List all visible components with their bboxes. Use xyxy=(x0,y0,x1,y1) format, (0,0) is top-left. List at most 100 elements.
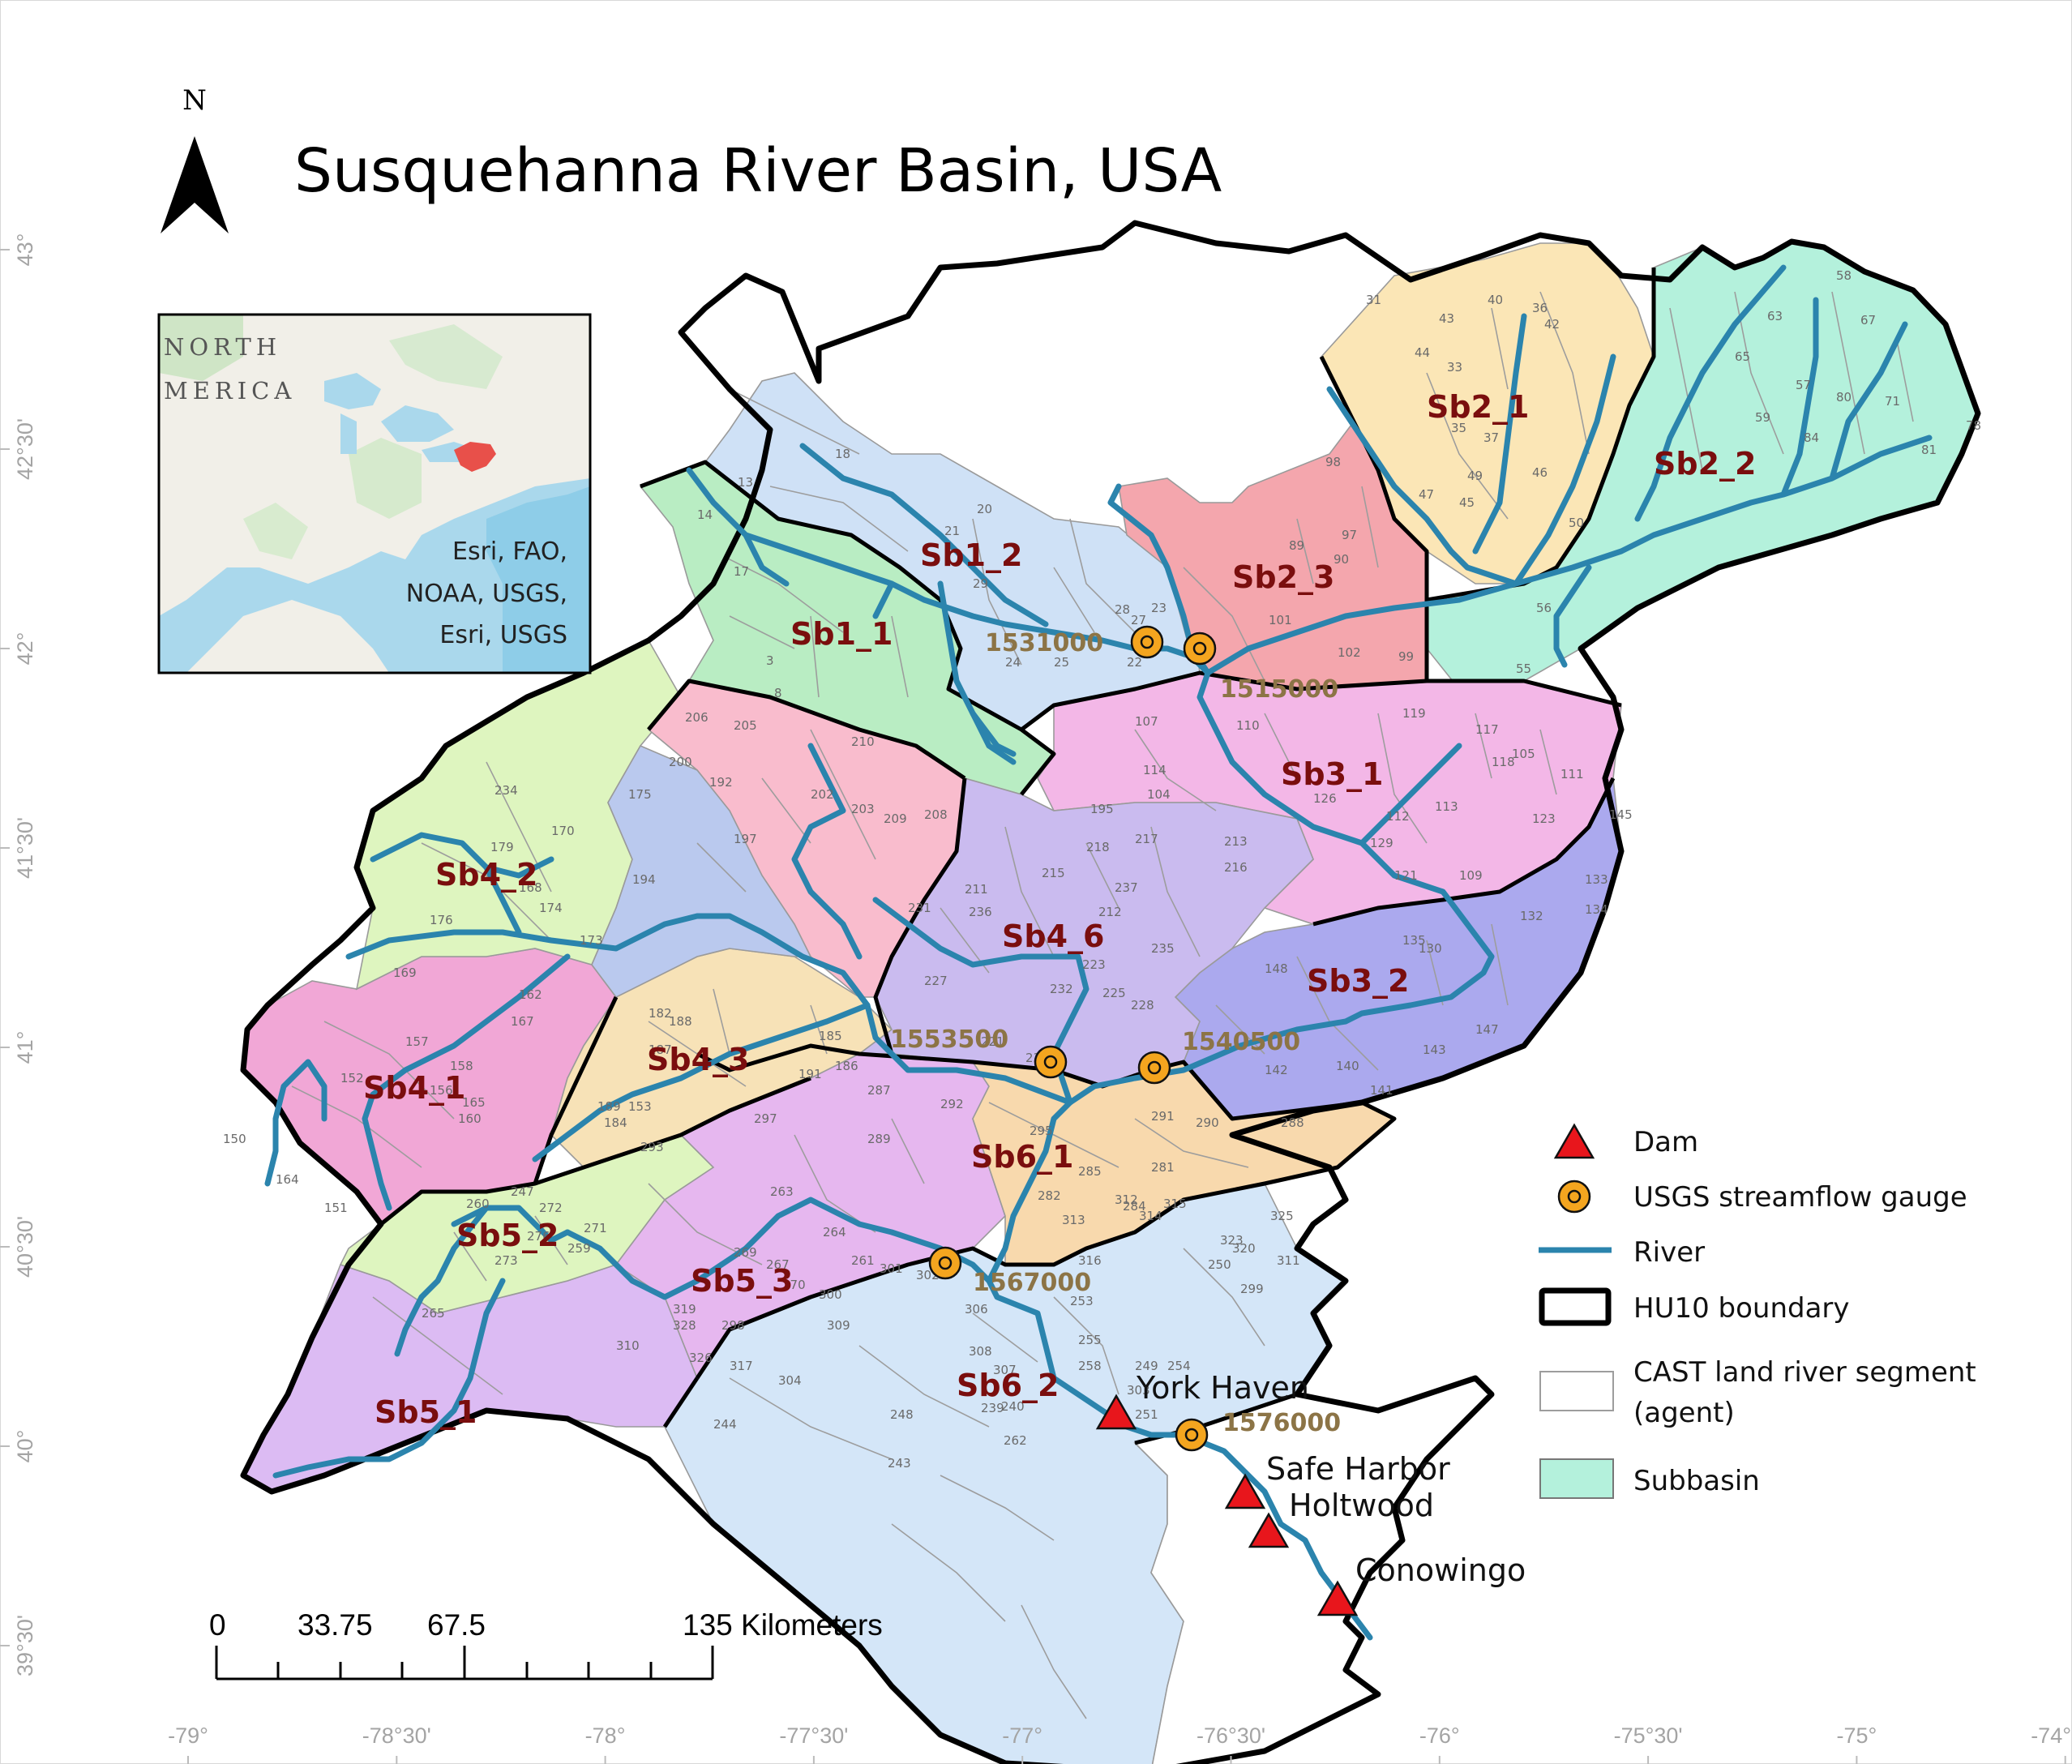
latitude-tick-label: 41°30' xyxy=(13,817,37,879)
gauge-1567000[interactable]: 1567000 xyxy=(928,1246,1091,1297)
segment-number: 21 xyxy=(944,524,960,538)
segment-number: 293 xyxy=(640,1140,664,1154)
dam-conowingo[interactable]: Conowingo xyxy=(1316,1552,1526,1616)
inset-continent-line1: NORTH xyxy=(164,333,281,361)
segment-number: 165 xyxy=(462,1095,486,1110)
segment-number: 297 xyxy=(754,1111,777,1126)
gauge-1576000[interactable]: 1576000 xyxy=(1175,1409,1341,1452)
segment-number: 111 xyxy=(1560,767,1584,781)
hu10-inner-boundaries xyxy=(379,268,1656,1445)
legend-item-cast: CAST land river segment (agent) xyxy=(1539,1356,1976,1429)
segment-number: 310 xyxy=(616,1338,640,1353)
river-sb1-2-branch xyxy=(799,443,1049,765)
segment-number: 173 xyxy=(580,933,603,948)
segment-number: 151 xyxy=(324,1201,348,1215)
map-title: Susquehanna River Basin, USA xyxy=(294,136,1222,206)
segment-number: 23 xyxy=(1151,601,1167,615)
segment-number: 225 xyxy=(1102,986,1126,1000)
segment-number: 304 xyxy=(778,1373,802,1388)
segment-number: 210 xyxy=(851,734,875,749)
segment-number: 309 xyxy=(827,1318,850,1333)
segment-number: 44 xyxy=(1415,345,1430,360)
segment-number: 315 xyxy=(1163,1197,1187,1211)
subbasin-label: Sb1_1 xyxy=(790,616,893,652)
legend-label: River xyxy=(1633,1236,1705,1269)
segment-number: 288 xyxy=(1281,1115,1304,1130)
segment-number: 57 xyxy=(1796,378,1811,392)
north-arrow-icon: N xyxy=(161,84,229,233)
legend-label: USGS streamflow gauge xyxy=(1633,1181,1967,1214)
river-sb5-2-branch xyxy=(394,1205,571,1357)
segment-number: 105 xyxy=(1512,747,1535,761)
segment-number: 31 xyxy=(1366,293,1381,307)
segment-number: 234 xyxy=(494,783,518,798)
legend-item-river: River xyxy=(1539,1236,1705,1269)
dam-york-haven[interactable]: York Haven xyxy=(1095,1370,1309,1430)
segment-number: 200 xyxy=(669,755,692,769)
segment-number: 28 xyxy=(1115,602,1130,617)
dam-safe-harbor[interactable]: Safe Harbor xyxy=(1224,1451,1450,1509)
cast-segments xyxy=(291,291,1914,1719)
segment-number: 123 xyxy=(1532,811,1556,826)
segment-number: 153 xyxy=(628,1099,652,1114)
gauge-1540500[interactable]: 1540500 xyxy=(1137,1028,1300,1085)
segment-number: 158 xyxy=(450,1059,473,1073)
segment-number: 300 xyxy=(819,1287,842,1302)
segment-number: 206 xyxy=(685,710,709,725)
segment-number: 63 xyxy=(1767,309,1783,323)
segment-number: 29 xyxy=(973,576,988,591)
segment-number: 164 xyxy=(276,1172,299,1187)
gauge-1531000[interactable]: 1531000 xyxy=(985,625,1164,659)
inset-basin-highlight xyxy=(454,442,496,472)
segment-number: 25 xyxy=(1054,655,1069,670)
segment-number: 320 xyxy=(1232,1241,1256,1256)
subbasin-label: Sb4_6 xyxy=(1002,918,1104,954)
segment-number: 36 xyxy=(1532,301,1548,315)
river-sb4-1-branch xyxy=(264,953,571,1211)
segment-number: 185 xyxy=(819,1029,842,1043)
segment-number: 20 xyxy=(977,502,992,516)
gauge-1515000[interactable]: 1515000 xyxy=(1183,632,1338,704)
segment-number: 269 xyxy=(734,1245,757,1260)
gauge-label: 1553500 xyxy=(890,1025,1008,1054)
segment-number: 50 xyxy=(1569,516,1584,530)
subbasin-label: Sb5_1 xyxy=(375,1394,477,1430)
segment-number: 282 xyxy=(1038,1188,1061,1203)
segment-number: 211 xyxy=(965,882,988,897)
segment-number: 281 xyxy=(1151,1160,1175,1175)
scale-label: 67.5 xyxy=(427,1608,486,1642)
subbasin-label: Sb1_2 xyxy=(920,537,1022,573)
river-main-stem xyxy=(986,670,1495,1641)
segment-number: 249 xyxy=(1135,1359,1158,1373)
gauge-1553500[interactable]: 1553500 xyxy=(890,1025,1068,1079)
segment-number: 80 xyxy=(1836,390,1852,405)
river-sb4-west-branch xyxy=(345,743,1073,1106)
segment-number: 71 xyxy=(1885,394,1900,409)
segment-number: 133 xyxy=(1585,872,1608,887)
segment-number: 42 xyxy=(1544,317,1560,332)
segment-number: 227 xyxy=(924,974,948,988)
segment-number: 56 xyxy=(1536,601,1552,615)
longitude-tick-label: -76°30' xyxy=(1197,1723,1265,1748)
inset-continent-line2: MERICA xyxy=(164,377,296,405)
segment-number: 272 xyxy=(539,1201,563,1215)
segment-number: 313 xyxy=(1062,1213,1085,1227)
segment-number: 221 xyxy=(981,1034,1004,1049)
segment-number: 142 xyxy=(1265,1063,1288,1077)
segment-number: 287 xyxy=(867,1083,891,1098)
segment-number: 194 xyxy=(632,872,656,887)
dam-markers: York Haven Safe Harbor Holtwood Conowing… xyxy=(1095,1370,1526,1616)
segment-number: 45 xyxy=(1459,495,1475,510)
segment-number: 160 xyxy=(458,1111,482,1126)
segment-number: 212 xyxy=(1098,905,1122,919)
segment-number: 265 xyxy=(422,1306,445,1321)
subbasin-label: Sb4_1 xyxy=(363,1070,465,1106)
segment-number: 264 xyxy=(823,1225,846,1240)
segment-number: 109 xyxy=(1459,868,1483,883)
legend-label: Dam xyxy=(1633,1126,1698,1158)
dam-holtwood[interactable]: Holtwood xyxy=(1248,1488,1434,1548)
segment-number: 285 xyxy=(1078,1164,1102,1179)
segment-number: 121 xyxy=(1394,868,1418,883)
dam-label: York Haven xyxy=(1136,1370,1309,1406)
segment-number: 189 xyxy=(597,1099,621,1114)
